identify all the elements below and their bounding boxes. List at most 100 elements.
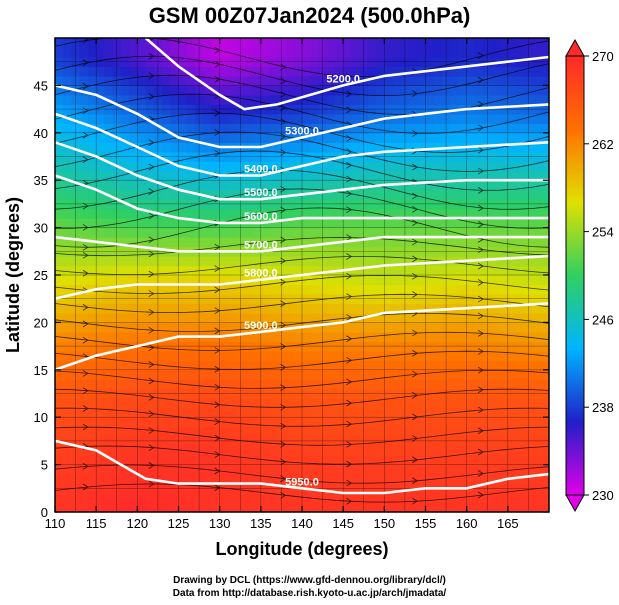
field-cell	[293, 227, 303, 238]
field-cell	[310, 123, 320, 134]
field-cell	[491, 256, 501, 267]
field-cell	[491, 455, 501, 466]
field-cell	[302, 350, 311, 361]
field-cell	[540, 151, 549, 162]
field-cell	[326, 464, 336, 475]
field-cell	[120, 246, 130, 257]
field-cell	[293, 85, 303, 96]
field-cell	[417, 445, 427, 456]
field-cell	[433, 66, 443, 77]
wind-arrow	[346, 335, 353, 343]
field-cell	[524, 398, 534, 409]
field-cell	[532, 142, 542, 153]
field-cell	[219, 113, 229, 124]
field-cell	[96, 483, 105, 494]
field-cell	[441, 312, 451, 323]
field-cell	[499, 388, 509, 399]
wind-arrow	[148, 236, 155, 244]
wind-arrow	[346, 190, 353, 198]
field-cell	[491, 189, 501, 200]
field-cell	[532, 369, 542, 380]
field-cell	[79, 123, 89, 134]
field-cell	[71, 113, 81, 124]
wind-arrow	[346, 148, 353, 156]
field-cell	[326, 341, 336, 352]
field-cell	[507, 322, 517, 333]
field-cell	[153, 312, 163, 323]
field-cell	[441, 369, 451, 380]
field-cell	[441, 464, 451, 475]
field-cell	[376, 170, 385, 181]
field-cell	[170, 94, 180, 105]
field-cell	[343, 426, 352, 437]
field-cell	[227, 474, 237, 485]
field-cell	[227, 104, 237, 115]
field-cell	[392, 436, 402, 447]
field-cell	[63, 436, 73, 447]
field-cell	[310, 189, 320, 200]
field-cell	[162, 455, 171, 466]
field-cell	[466, 75, 476, 86]
field-cell	[540, 322, 549, 333]
field-cell	[178, 94, 188, 105]
field-cell	[532, 47, 542, 58]
height-contour	[55, 439, 549, 495]
field-cell	[450, 350, 460, 361]
field-cell	[79, 237, 89, 248]
field-cell	[269, 246, 278, 257]
field-cell	[277, 483, 287, 494]
field-cell	[96, 445, 105, 456]
field-cell	[244, 208, 254, 219]
field-cell	[524, 85, 534, 96]
field-cell	[466, 218, 476, 229]
field-cell	[277, 227, 287, 238]
field-cell	[269, 38, 278, 49]
field-cell	[376, 38, 385, 49]
field-cell	[540, 275, 549, 286]
field-cell	[252, 445, 262, 456]
field-cell	[63, 85, 73, 96]
field-cell	[450, 208, 460, 219]
wind-arrow	[412, 497, 419, 505]
field-cell	[367, 360, 377, 371]
field-cell	[63, 275, 73, 286]
field-cell	[227, 293, 237, 305]
field-cell	[260, 104, 270, 115]
field-cell	[293, 426, 303, 437]
field-cell	[244, 464, 254, 475]
field-cell	[400, 350, 410, 361]
field-cell	[145, 199, 155, 210]
field-cell	[55, 341, 64, 352]
field-cell	[63, 123, 73, 134]
field-cell	[260, 189, 270, 200]
field-cell	[194, 66, 204, 77]
field-cell	[129, 151, 138, 162]
field-cell	[409, 474, 418, 485]
field-cell	[219, 322, 229, 333]
field-cell	[318, 360, 328, 371]
field-cell	[285, 113, 295, 124]
field-cell	[359, 407, 369, 418]
field-cell	[63, 474, 73, 485]
field-cell	[236, 398, 245, 409]
field-cell	[244, 360, 254, 371]
field-cell	[293, 151, 303, 162]
field-cell	[63, 379, 73, 390]
field-cell	[376, 142, 385, 153]
field-cell	[302, 85, 311, 96]
field-cell	[326, 66, 336, 77]
field-cell	[153, 218, 163, 229]
field-cell	[433, 360, 443, 371]
field-cell	[120, 493, 130, 504]
field-cell	[524, 38, 534, 49]
field-cell	[334, 246, 344, 257]
streamline	[55, 293, 549, 313]
field-cell	[96, 142, 105, 153]
field-cell	[392, 208, 402, 219]
field-cell	[499, 303, 509, 314]
field-cell	[63, 303, 73, 314]
field-cell	[79, 85, 89, 96]
field-cell	[293, 265, 303, 276]
field-cell	[334, 312, 344, 323]
field-cell	[112, 180, 122, 191]
